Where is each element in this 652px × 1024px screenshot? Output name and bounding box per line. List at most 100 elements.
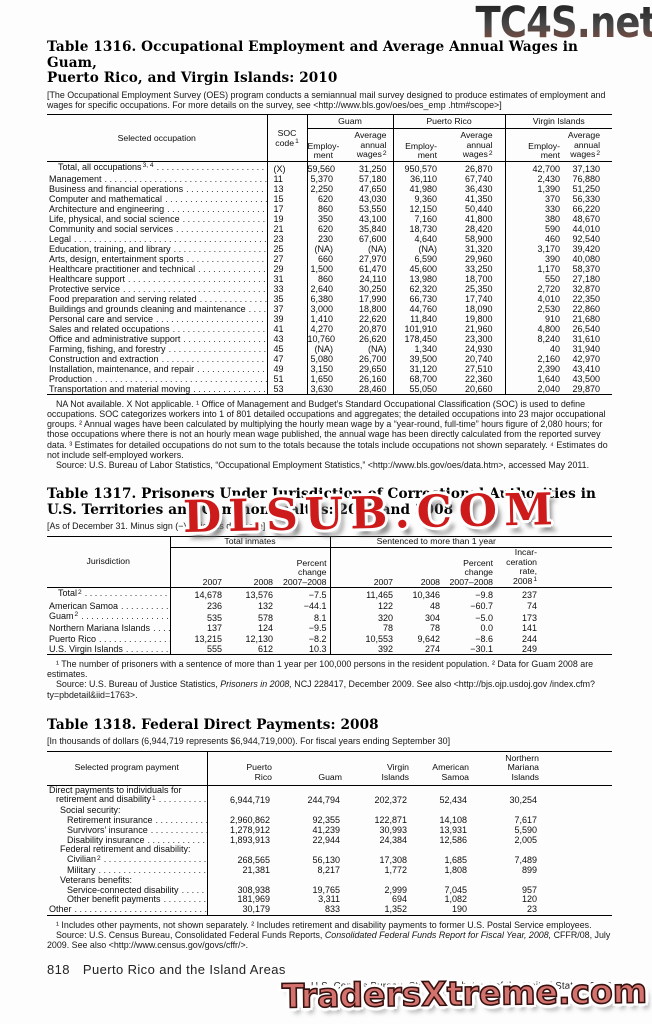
total-2007-cell: 137: [206, 623, 222, 634]
column-header-occupation: Selected occupation: [47, 114, 267, 162]
occupation-row: Life, physical, and social science 19 35…: [47, 213, 612, 224]
table-1316-section: Table 1316. Occupational Employment and …: [47, 39, 613, 470]
virgin-islands-wages-cell: 48,670: [572, 213, 601, 224]
area-header-puerto-rico: Puerto Rico: [392, 114, 506, 129]
source-text: Source: U.S. Census Bureau, Consolidated…: [47, 930, 611, 951]
virgin-islands-wages-cell: 27,180: [572, 273, 601, 284]
guam-cell: [272, 876, 342, 886]
table-1316-title: Table 1316. Occupational Employment and …: [47, 39, 612, 87]
northern-mariana-cell: 23: [526, 905, 537, 915]
subheader-percent-change: Percent change 2007–2008: [275, 547, 331, 589]
page-section-title: Puerto Rico and the Island Areas: [82, 961, 286, 977]
total-2008-cell: 12,130: [245, 633, 273, 644]
total-change-cell: −8.2: [308, 633, 327, 644]
guam-cell: 56,130: [312, 855, 340, 866]
virgin-islands-employment-cell: 1,170: [504, 263, 567, 274]
virgin-islands-wages-cell: 22,350: [572, 293, 601, 304]
soc-line2: code: [275, 137, 295, 148]
sentenced-2008-cell: 274: [424, 644, 441, 655]
occupation-label-cell: Healthcare support: [47, 274, 267, 284]
american-samoa-cell: 7,045: [444, 885, 467, 895]
subheader-percent-change: Percent change 2007–2008: [442, 547, 496, 589]
guam-employment-cell: 660: [317, 253, 333, 264]
guam-wages-cell: 30,250: [358, 283, 387, 294]
title-line: U.S. Territories and Commonwealths: 2007…: [47, 501, 454, 518]
guam-employment-cell: 1,410: [310, 313, 333, 324]
occupation-row: Computer and mathematical 15 620 43,030 …: [47, 193, 612, 204]
incarceration-rate-cell: 237: [521, 590, 538, 601]
dot-leader: [167, 204, 266, 214]
guam-wages-cell: 61,470: [358, 263, 387, 274]
guam-cell: 22,944: [312, 835, 340, 845]
puerto-rico-cell: [207, 845, 272, 855]
puerto-rico-employment-cell: 4,640: [392, 233, 444, 244]
dot-leader: [105, 174, 267, 184]
virgin-islands-employment-cell: 3,170: [504, 243, 567, 254]
jurisdiction-label-cell: U.S. Virgin Islands: [47, 643, 171, 655]
jurisdiction-row: U.S. Virgin Islands 555 612 10.3 392 274…: [47, 643, 612, 655]
guam-cell: 833: [324, 905, 340, 915]
occupation-row: Construction and extraction 47 5,080 26,…: [47, 353, 612, 364]
soc-code-cell: 11: [266, 173, 308, 184]
occupation-row: Buildings and grounds cleaning and maint…: [47, 303, 612, 314]
group-header-total-inmates: Total inmates: [170, 536, 331, 549]
puerto-rico-cell: 1,893,913: [229, 835, 270, 845]
virgin-islands-employment-cell: 910: [504, 313, 567, 324]
virgin-islands-employment-cell: 2,160: [504, 353, 567, 364]
guam-wages-cell: 28,460: [358, 383, 387, 394]
virgin-islands-employment-cell: 390: [504, 253, 567, 264]
table-1317-section: Table 1317. Prisoners Under Jurisdiction…: [47, 486, 613, 700]
virgin-islands-employment-cell: 330: [504, 203, 567, 214]
puerto-rico-employment-cell: 62,320: [392, 283, 444, 294]
puerto-rico-wages-cell: 50,440: [465, 203, 493, 214]
program-label-cell: Social security:: [47, 806, 208, 816]
puerto-rico-wages-cell: 18,700: [465, 273, 493, 284]
puerto-rico-wages-cell: 36,430: [465, 183, 493, 194]
guam-employment-cell: (NA): [314, 343, 334, 354]
sentenced-change-cell: −60.7: [470, 600, 494, 611]
dot-leader: [169, 344, 267, 354]
guam-employment-cell: 860: [317, 203, 333, 214]
occupation-row: Architecture and engineering 17 860 53,5…: [47, 203, 612, 214]
incarceration-rate-cell: 141: [521, 623, 538, 634]
virgin-islands-wages-cell: 76,880: [572, 173, 601, 184]
occupation-row: Legal 23 230 67,600 4,640 58,900 460 92,…: [47, 233, 612, 244]
filler-cell: [539, 855, 612, 866]
title-line: Table 1317. Prisoners Under Jurisdiction…: [47, 486, 596, 503]
jurisdiction-label-cell: Northern Mariana Islands: [47, 622, 171, 634]
source-text: Source: U.S. Bureau of Justice Statistic…: [47, 679, 595, 700]
occupation-label-cell: Construction and extraction: [47, 354, 267, 364]
dot-leader: [159, 795, 206, 805]
dot-leader: [104, 855, 206, 865]
virgin-islands-wages-cell: 39,420: [572, 243, 601, 254]
filler-cell: [539, 905, 612, 915]
guam-wages-cell: 47,650: [358, 183, 387, 194]
occupation-row: Office and administrative support 43 10,…: [47, 333, 612, 344]
subheader-employment: Employ-ment: [504, 128, 567, 162]
program-row: Retirement insurance 2,960,862 92,355 12…: [47, 815, 612, 826]
sentenced-change-cell: −30.1: [470, 644, 494, 655]
guam-wages-cell: 67,600: [358, 233, 387, 244]
occupation-label-cell: Office and administrative support: [47, 334, 267, 344]
occupation-label-cell: Architecture and engineering: [47, 204, 267, 214]
sentenced-2007-cell: 392: [329, 643, 396, 655]
puerto-rico-wages-cell: 20,740: [465, 353, 493, 364]
puerto-rico-employment-cell: 178,450: [392, 333, 444, 344]
puerto-rico-employment-cell: 45,600: [392, 263, 444, 274]
virgin-islands-cell: 24,384: [379, 835, 407, 845]
total-change-cell: 10.3: [308, 644, 327, 655]
occupation-label-cell: Total, all occupations 3, 4: [47, 161, 267, 174]
jurisdiction-label-cell: Total 2: [47, 587, 171, 601]
soc-code-cell: 35: [266, 293, 308, 304]
filler-cell: [539, 845, 612, 855]
sentenced-2007-cell: 11,465: [329, 587, 396, 601]
guam-wages-cell: 53,550: [358, 203, 387, 214]
puerto-rico-cell: 268,565: [237, 855, 270, 866]
dot-leader: [99, 866, 207, 876]
soc-code-cell: 41: [266, 323, 308, 334]
program-row: Survivors’ insurance 1,278,912 41,239 30…: [47, 825, 612, 836]
soc-code-cell: (X): [266, 161, 308, 174]
virgin-islands-wages-cell: 58,370: [572, 263, 601, 274]
guam-wages-cell: 43,100: [358, 213, 387, 224]
guam-employment-cell: 5,370: [310, 173, 333, 184]
